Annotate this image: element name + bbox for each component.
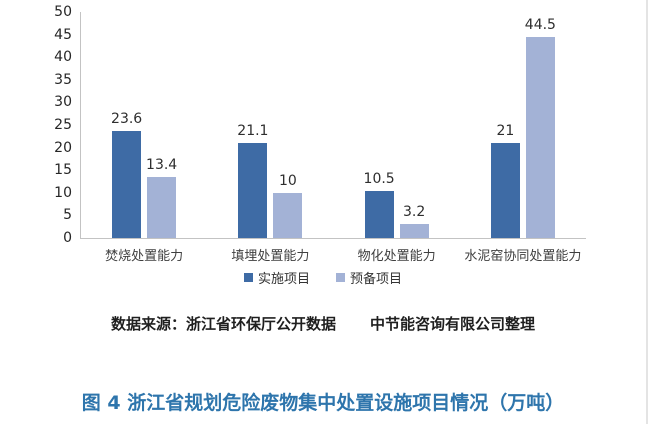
bar-实施项目: 23.6: [111, 111, 142, 238]
bar-预备项目: 13.4: [146, 157, 177, 238]
y-axis-tick-label: 5: [63, 207, 72, 224]
y-axis-tick-label: 10: [54, 184, 72, 201]
bar-value-label: 10: [278, 173, 297, 189]
category-label: 焚烧处置能力: [105, 249, 184, 264]
bar-预备项目: 44.5: [525, 17, 556, 238]
source-note-data: 数据来源：浙江省环保厅公开数据: [110, 315, 336, 333]
y-axis-tick-label: 25: [54, 117, 72, 133]
bar-group: 23.6 13.4 焚烧处置能力: [81, 12, 207, 264]
bar-group: 21.1 10 填埋处置能力: [207, 12, 333, 264]
y-axis-tick-label: 20: [54, 139, 72, 156]
bar-group: 10.5 3.2 物化处置能力: [334, 12, 460, 264]
bar-value-label: 44.5: [524, 17, 556, 33]
source-note: 数据来源：浙江省环保厅公开数据 中节能咨询有限公司整理: [0, 313, 646, 334]
bar-实施项目: 21: [490, 123, 520, 238]
y-axis-tick-label: 15: [54, 162, 72, 179]
y-axis-tick-label: 40: [54, 49, 72, 66]
figure-caption-text: 图 4 浙江省规划危险废物集中处置设施项目情况（万吨）: [81, 392, 565, 414]
legend: 实施项目 预备项目: [0, 268, 646, 287]
figure-caption: 图 4 浙江省规划危险废物集中处置设施项目情况（万吨）: [0, 388, 646, 415]
legend-item: 预备项目: [336, 268, 402, 287]
bar-预备项目: 3.2: [399, 204, 429, 238]
bar-value-label: 21: [496, 123, 515, 139]
bar-实施项目: 10.5: [364, 171, 395, 238]
category-label: 物化处置能力: [357, 249, 436, 264]
y-axis-tick-label: 35: [54, 71, 72, 88]
y-axis-tick-label: 50: [54, 4, 72, 20]
bar-预备项目: 10: [273, 173, 303, 238]
bar-value-label: 21.1: [237, 123, 269, 139]
legend-swatch-icon: [336, 273, 345, 282]
bar-实施项目: 21.1: [237, 123, 268, 238]
y-axis-tick-label: 0: [63, 230, 72, 246]
source-note-compiler: 中节能咨询有限公司整理: [370, 315, 536, 333]
bar-value-label: 3.2: [402, 204, 426, 220]
y-axis-tick-label: 30: [54, 94, 72, 111]
category-label: 填埋处置能力: [231, 249, 310, 264]
legend-label: 实施项目: [257, 272, 310, 287]
legend-swatch-icon: [243, 273, 253, 282]
y-axis-tick-label: 45: [54, 26, 72, 43]
bar-value-label: 10.5: [363, 171, 395, 187]
plot-area: 23.6 13.4 焚烧处置能力 21.1 10 填埋处置能力 10.5 3.2 物化处置能力 2…: [80, 12, 586, 264]
legend-item: 实施项目: [243, 268, 310, 287]
bar-value-label: 13.4: [146, 157, 178, 173]
bar-value-label: 23.6: [111, 111, 143, 127]
legend-label: 预备项目: [350, 272, 403, 287]
category-label: 水泥窑协同处置能力: [464, 249, 582, 264]
bar-group: 21 44.5 水泥窑协同处置能力: [460, 12, 586, 264]
